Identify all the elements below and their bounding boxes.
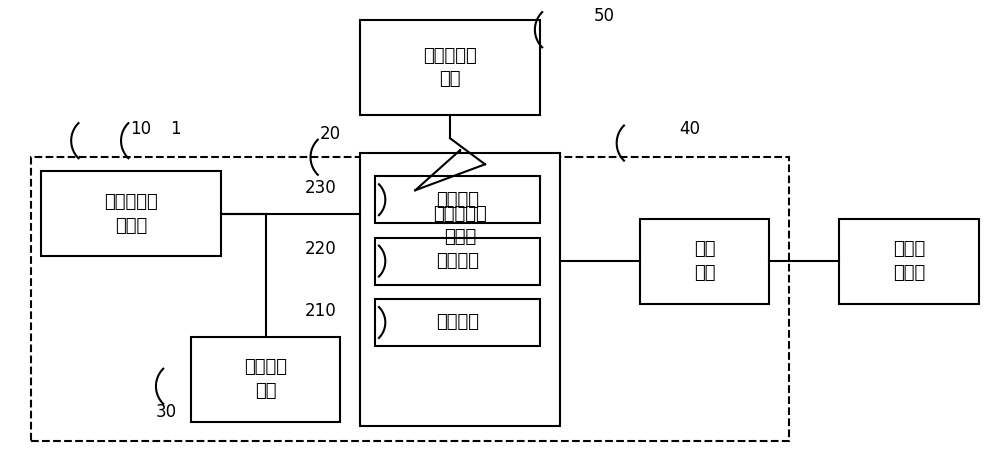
- Text: 公用电网替
代装置: 公用电网替 代装置: [104, 193, 158, 235]
- Text: 40: 40: [679, 120, 700, 138]
- Text: 滤波模块: 滤波模块: [436, 314, 479, 332]
- Text: 风能发
电设备: 风能发 电设备: [893, 240, 925, 282]
- Text: 50: 50: [594, 7, 615, 25]
- Text: 电能质量治
理装置: 电能质量治 理装置: [433, 205, 487, 247]
- Text: 30: 30: [155, 403, 176, 421]
- Text: 20: 20: [320, 124, 341, 142]
- FancyBboxPatch shape: [640, 218, 769, 304]
- FancyBboxPatch shape: [360, 20, 540, 115]
- Text: 微电网控制
装置: 微电网控制 装置: [423, 47, 477, 88]
- FancyBboxPatch shape: [375, 176, 540, 223]
- FancyBboxPatch shape: [41, 171, 221, 256]
- FancyBboxPatch shape: [839, 218, 979, 304]
- Text: 210: 210: [305, 302, 336, 320]
- Text: 调试
接口: 调试 接口: [694, 240, 715, 282]
- Text: 220: 220: [305, 240, 336, 258]
- FancyBboxPatch shape: [375, 238, 540, 285]
- Text: 1: 1: [171, 120, 181, 138]
- Text: 监测模块: 监测模块: [436, 252, 479, 270]
- Text: 230: 230: [305, 179, 336, 197]
- FancyBboxPatch shape: [375, 299, 540, 346]
- Text: 通讯模块: 通讯模块: [436, 191, 479, 209]
- Text: 10: 10: [130, 120, 152, 138]
- FancyBboxPatch shape: [360, 152, 560, 427]
- FancyBboxPatch shape: [191, 337, 340, 422]
- Text: 治理实施
装置: 治理实施 装置: [244, 358, 287, 400]
